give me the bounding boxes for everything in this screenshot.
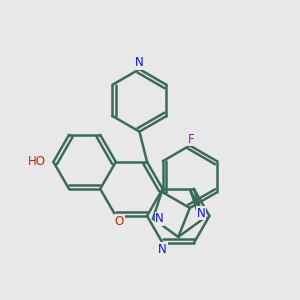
Text: O: O (115, 215, 124, 228)
Text: N: N (197, 207, 206, 220)
Text: N: N (158, 243, 167, 256)
Text: F: F (188, 133, 195, 146)
Text: N: N (155, 212, 164, 225)
Text: HO: HO (28, 155, 46, 168)
Text: N: N (135, 56, 144, 69)
